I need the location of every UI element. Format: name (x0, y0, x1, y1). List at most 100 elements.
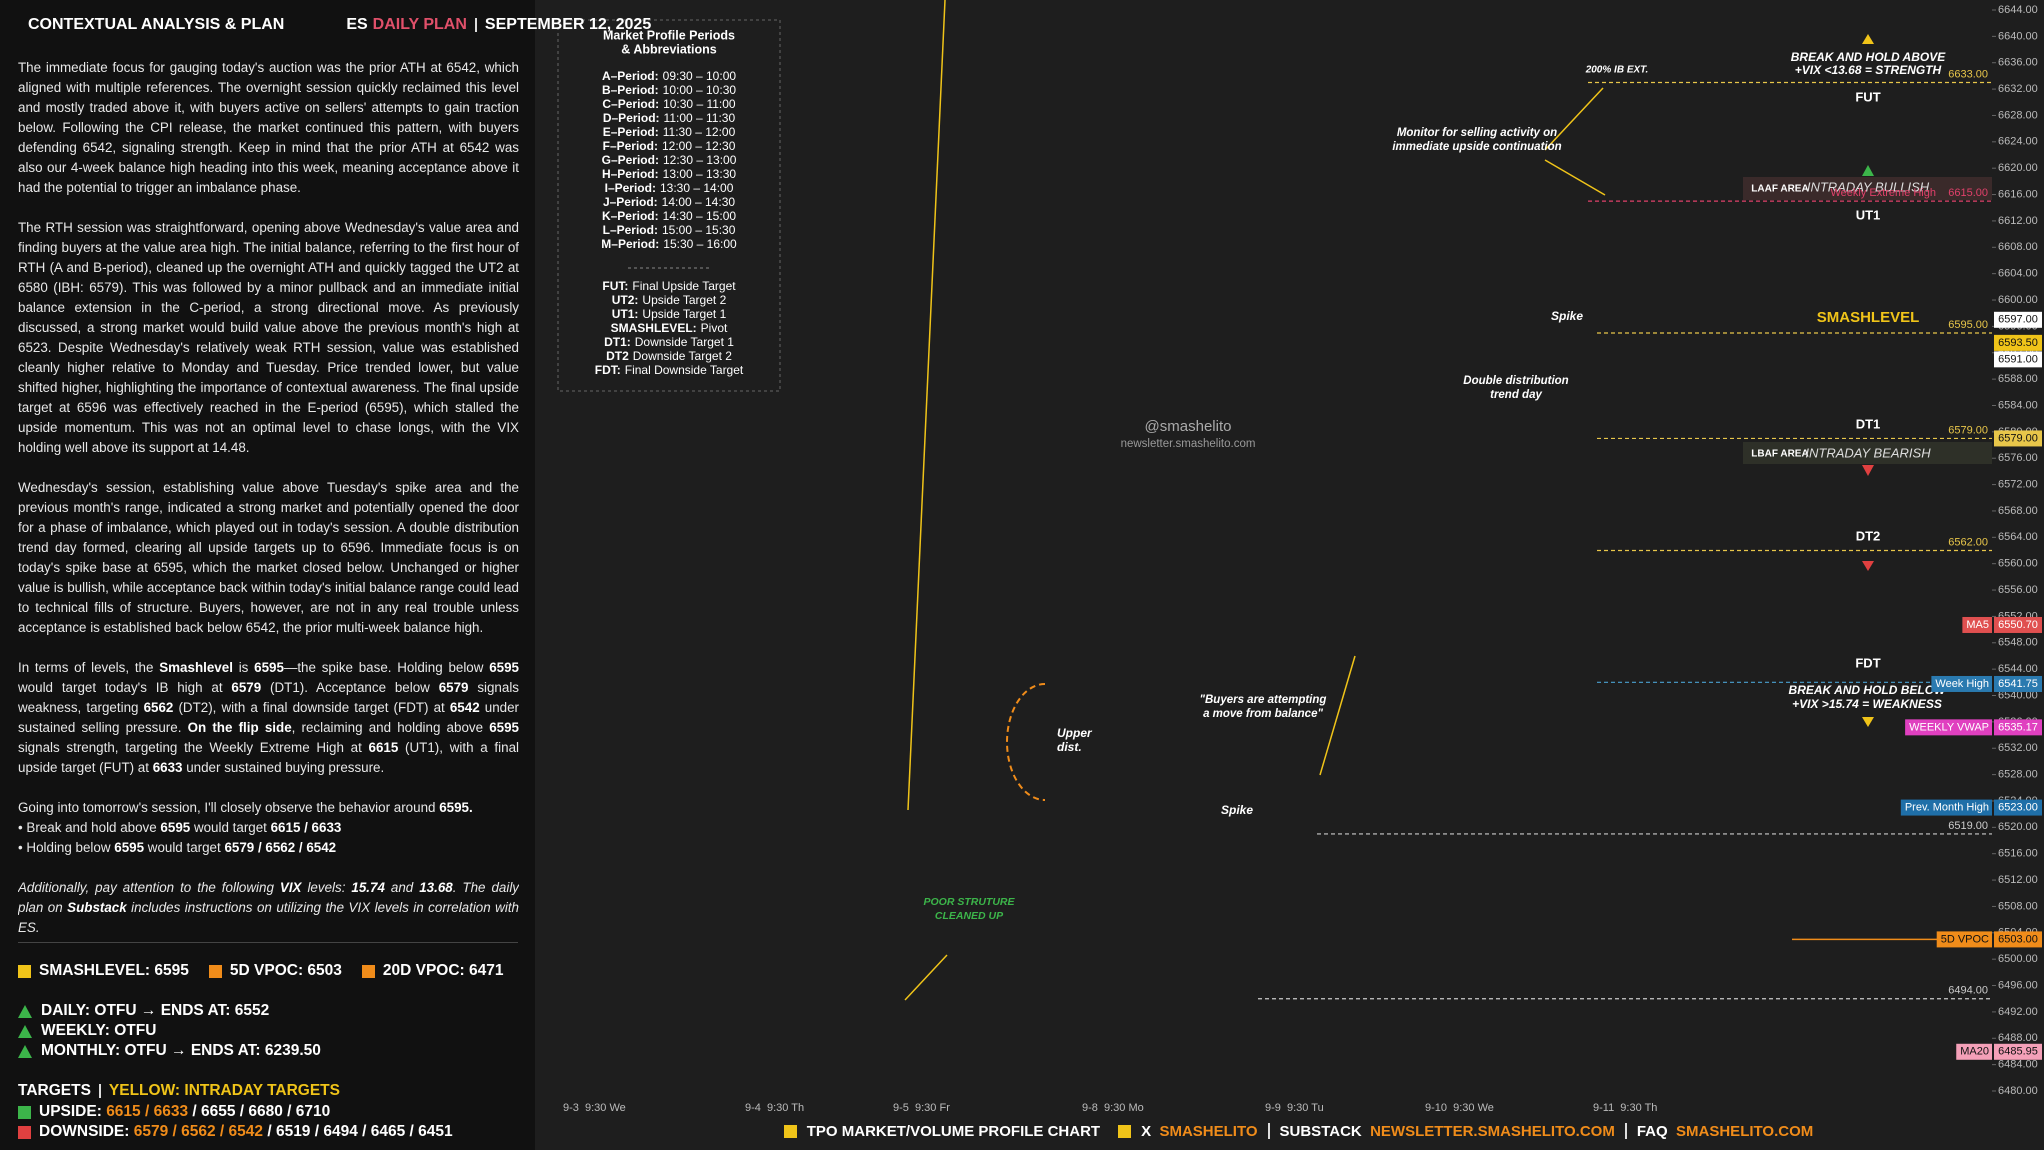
abbr-text: Final Upside Target (632, 279, 736, 293)
period-name: M–Period: (601, 237, 659, 251)
y-tick-label: 6512.00 (1998, 874, 2038, 886)
legend-abbr: FUT: Final Upside Target (602, 279, 736, 293)
targets-title: TARGETS (18, 1082, 91, 1099)
legend-abbr: SMASHLEVEL: Pivot (611, 321, 728, 335)
legend-abbr: DT1: Downside Target 1 (604, 335, 734, 349)
period-name: D–Period: (603, 111, 660, 125)
text-run: • Holding below (18, 840, 115, 855)
legend-period: J–Period: 14:00 – 14:30 (603, 195, 735, 209)
summary-level: 5D VPOC: 6503 (229, 962, 342, 979)
legend-period: A–Period: 09:30 – 10:00 (602, 69, 736, 83)
legend-period: B–Period: 10:00 – 10:30 (602, 83, 736, 97)
laaf-box (1743, 177, 1992, 200)
y-tick-label: 6632.00 (1998, 83, 2038, 95)
area-label: INTRADAY BEARISH (1805, 445, 1931, 460)
text-run: signals strength, targeting the Weekly E… (18, 740, 369, 755)
period-time: 10:00 – 10:30 (663, 83, 737, 97)
summary-level: 20D VPOC: 6471 (382, 962, 504, 979)
annotation: "Buyers are attempting (1200, 694, 1327, 706)
bold-text: 6595 (114, 840, 145, 855)
legend-period: D–Period: 11:00 – 11:30 (603, 111, 736, 125)
footer-link[interactable]: SMASHELITO.COM (1676, 1122, 1814, 1140)
text-run: In terms of levels, the (18, 660, 160, 675)
text-line: In terms of levels, the Smashlevel is 65… (18, 658, 519, 778)
y-tick-label: 6576.00 (1998, 452, 2038, 464)
annotation: a move from balance" (1203, 708, 1323, 720)
text-line: The immediate focus for gauging today's … (18, 58, 519, 198)
icon (361, 964, 375, 978)
footer: TPO MARKET/VOLUME PROFILE CHART X SMASHE… (535, 1112, 2044, 1150)
tag-name: Prev. Month High (1905, 801, 1989, 813)
annotation: 200% IB EXT. (1585, 65, 1649, 76)
icon (18, 1024, 32, 1038)
period-time: 13:30 – 14:00 (660, 181, 734, 195)
text-run: The RTH session was straightforward, ope… (18, 220, 519, 455)
legend-period: C–Period: 10:30 – 11:00 (602, 97, 736, 111)
x-tick-label: 9-11 9:30 Th (1593, 1102, 1657, 1114)
x-tick-label: 9-3 9:30 We (563, 1102, 626, 1114)
y-tick-label: 6540.00 (1998, 689, 2038, 701)
price-tag-label: 6593.50 (1998, 337, 2038, 349)
text-run: (UT1), with a final upside target (FUT) … (18, 740, 519, 775)
y-tick-label: 6600.00 (1998, 294, 2038, 306)
y-tick-label: 6560.00 (1998, 558, 2038, 570)
text-line: Additionally, pay attention to the follo… (18, 878, 519, 938)
period-name: J–Period: (603, 195, 658, 209)
area-label: LAAF AREA (1751, 184, 1808, 195)
header-date: SEPTEMBER 12, 2025 (484, 16, 652, 33)
x-tick-label: 9-9 9:30 Tu (1265, 1102, 1324, 1114)
bold-text: 13.68 (419, 880, 453, 895)
footer-faq: FAQ (1636, 1122, 1668, 1140)
price-tag-label: 6541.75 (1998, 678, 2038, 690)
legend-period: M–Period: 15:30 – 16:00 (601, 237, 737, 251)
bold-text: On the flip side (187, 720, 292, 735)
upside-row: UPSIDE: 6615 / 6633 / 6655 / 6680 / 6710 (18, 1103, 330, 1121)
bold-text: 6595 (489, 720, 519, 735)
annotation: BREAK AND HOLD ABOVE (1791, 50, 1946, 64)
text-run: is (232, 660, 255, 675)
price-tag (1994, 931, 2042, 948)
level-label: 6579.00 (1948, 424, 1988, 436)
tag-name: MA5 (1966, 619, 1989, 631)
header: CONTEXTUAL ANALYSIS & PLAN ES DAILY PLAN… (18, 16, 651, 34)
abbr-text: Pivot (701, 321, 728, 335)
watermark: newsletter.smashelito.com (1121, 438, 1256, 450)
y-tick-label: 6604.00 (1998, 268, 2038, 280)
paragraph: The immediate focus for gauging today's … (18, 58, 519, 198)
paragraph: Wednesday's session, establishing value … (18, 478, 519, 638)
y-tick-label: 6620.00 (1998, 162, 2038, 174)
period-name: I–Period: (605, 181, 656, 195)
text-run: Additionally, pay attention to the follo… (18, 880, 280, 895)
trend-row: WEEKLY: OTFU (18, 1022, 156, 1040)
period-name: G–Period: (602, 153, 659, 167)
up-triangle (1862, 34, 1874, 44)
paragraph: In terms of levels, the Smashlevel is 65… (18, 658, 519, 778)
period-time: 09:30 – 10:00 (663, 69, 737, 83)
y-tick-label: 6492.00 (1998, 1006, 2038, 1018)
footer-link[interactable]: SMASHELITO (1159, 1122, 1258, 1140)
annotation: +VIX >15.74 = WEAKNESS (1792, 697, 1942, 711)
y-tick-label: 6640.00 (1998, 30, 2038, 42)
footer-x: X (1141, 1122, 1152, 1140)
arrow (907, 0, 946, 811)
targets-title-row: TARGETS YELLOW: INTRADAY TARGETS (18, 1082, 340, 1100)
abbr-text: Downside Target 1 (635, 335, 734, 349)
period-name: K–Period: (602, 209, 659, 223)
abbr: DT1: (604, 335, 631, 349)
x-tick-label: 9-8 9:30 Mo (1082, 1102, 1144, 1114)
bold-text: 15.74 (351, 880, 385, 895)
period-time: 14:30 – 15:00 (663, 209, 737, 223)
tag-name: Week High (1935, 678, 1989, 690)
footer-link[interactable]: NEWSLETTER.SMASHELITO.COM (1370, 1122, 1615, 1140)
y-tick-label: 6508.00 (1998, 900, 2038, 912)
legend-title: & Abbreviations (621, 42, 716, 56)
period-time: 10:30 – 11:00 (663, 97, 736, 111)
bold-text: 6595 (489, 660, 519, 675)
icon (18, 1105, 31, 1119)
target-label: DT1 (1856, 416, 1881, 431)
price-tag (1994, 675, 2042, 692)
bold-text: 6579 (438, 680, 469, 695)
x-tick-label: 9-10 9:30 We (1425, 1102, 1494, 1114)
legend-period: L–Period: 15:00 – 15:30 (603, 223, 736, 237)
